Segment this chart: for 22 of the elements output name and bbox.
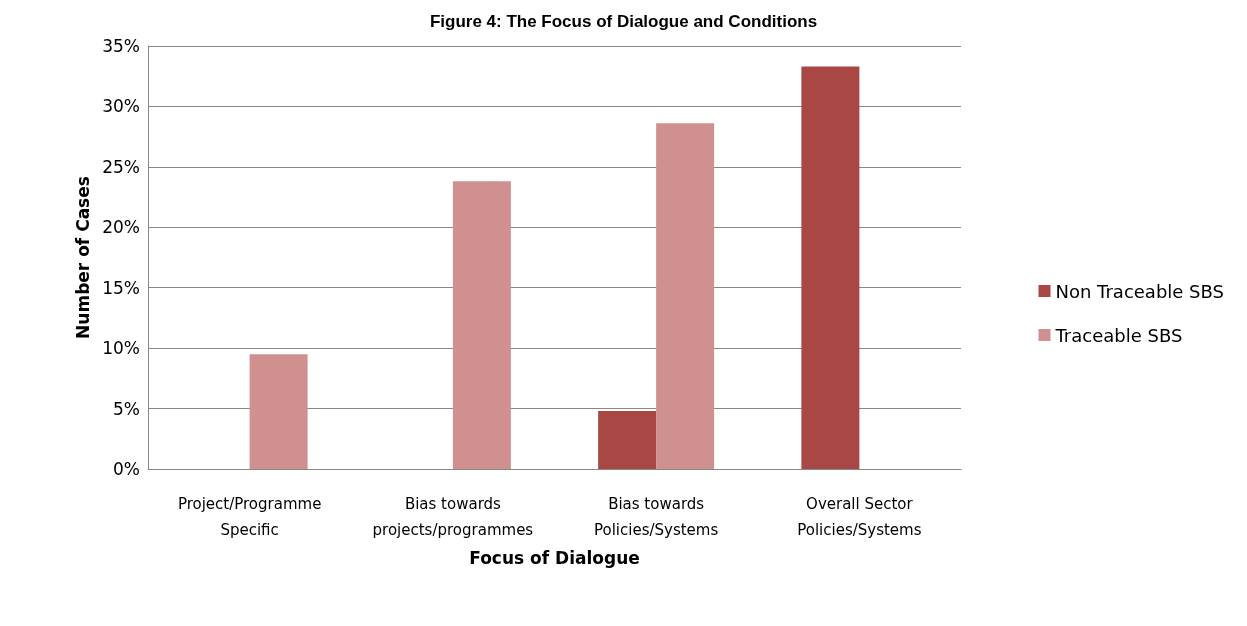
- bar: [598, 410, 657, 469]
- y-tick-label: 5%: [113, 398, 140, 419]
- y-tick-label: 35%: [102, 36, 140, 56]
- x-axis-title: Focus of Dialogue: [469, 547, 640, 568]
- chart-title: Figure 4: The Focus of Dialogue and Conditions: [429, 12, 818, 31]
- legend-label: Non Traceable SBS: [1055, 280, 1224, 302]
- bar: [452, 181, 511, 469]
- x-tick-label: Bias towards projects/programmes: [372, 495, 534, 539]
- legend-label: Traceable SBS: [1054, 324, 1183, 346]
- y-tick-label: 0%: [113, 459, 140, 479]
- bar: [249, 354, 308, 469]
- x-tick-label: Bias towards Policies/Systems: [593, 495, 719, 539]
- x-tick-label: Project/Programme Specific: [177, 495, 322, 539]
- bar: [801, 66, 860, 469]
- y-tick-label: 25%: [102, 156, 140, 177]
- x-tick-label: Overall Sector Policies/Systems: [797, 495, 922, 539]
- y-tick-label: 10%: [102, 338, 140, 359]
- y-tick-label: 15%: [102, 277, 140, 298]
- y-axis-title: Number of Cases: [72, 176, 93, 339]
- y-tick-label: 30%: [102, 96, 140, 117]
- y-tick-label: 20%: [102, 217, 140, 238]
- bar: [656, 123, 715, 469]
